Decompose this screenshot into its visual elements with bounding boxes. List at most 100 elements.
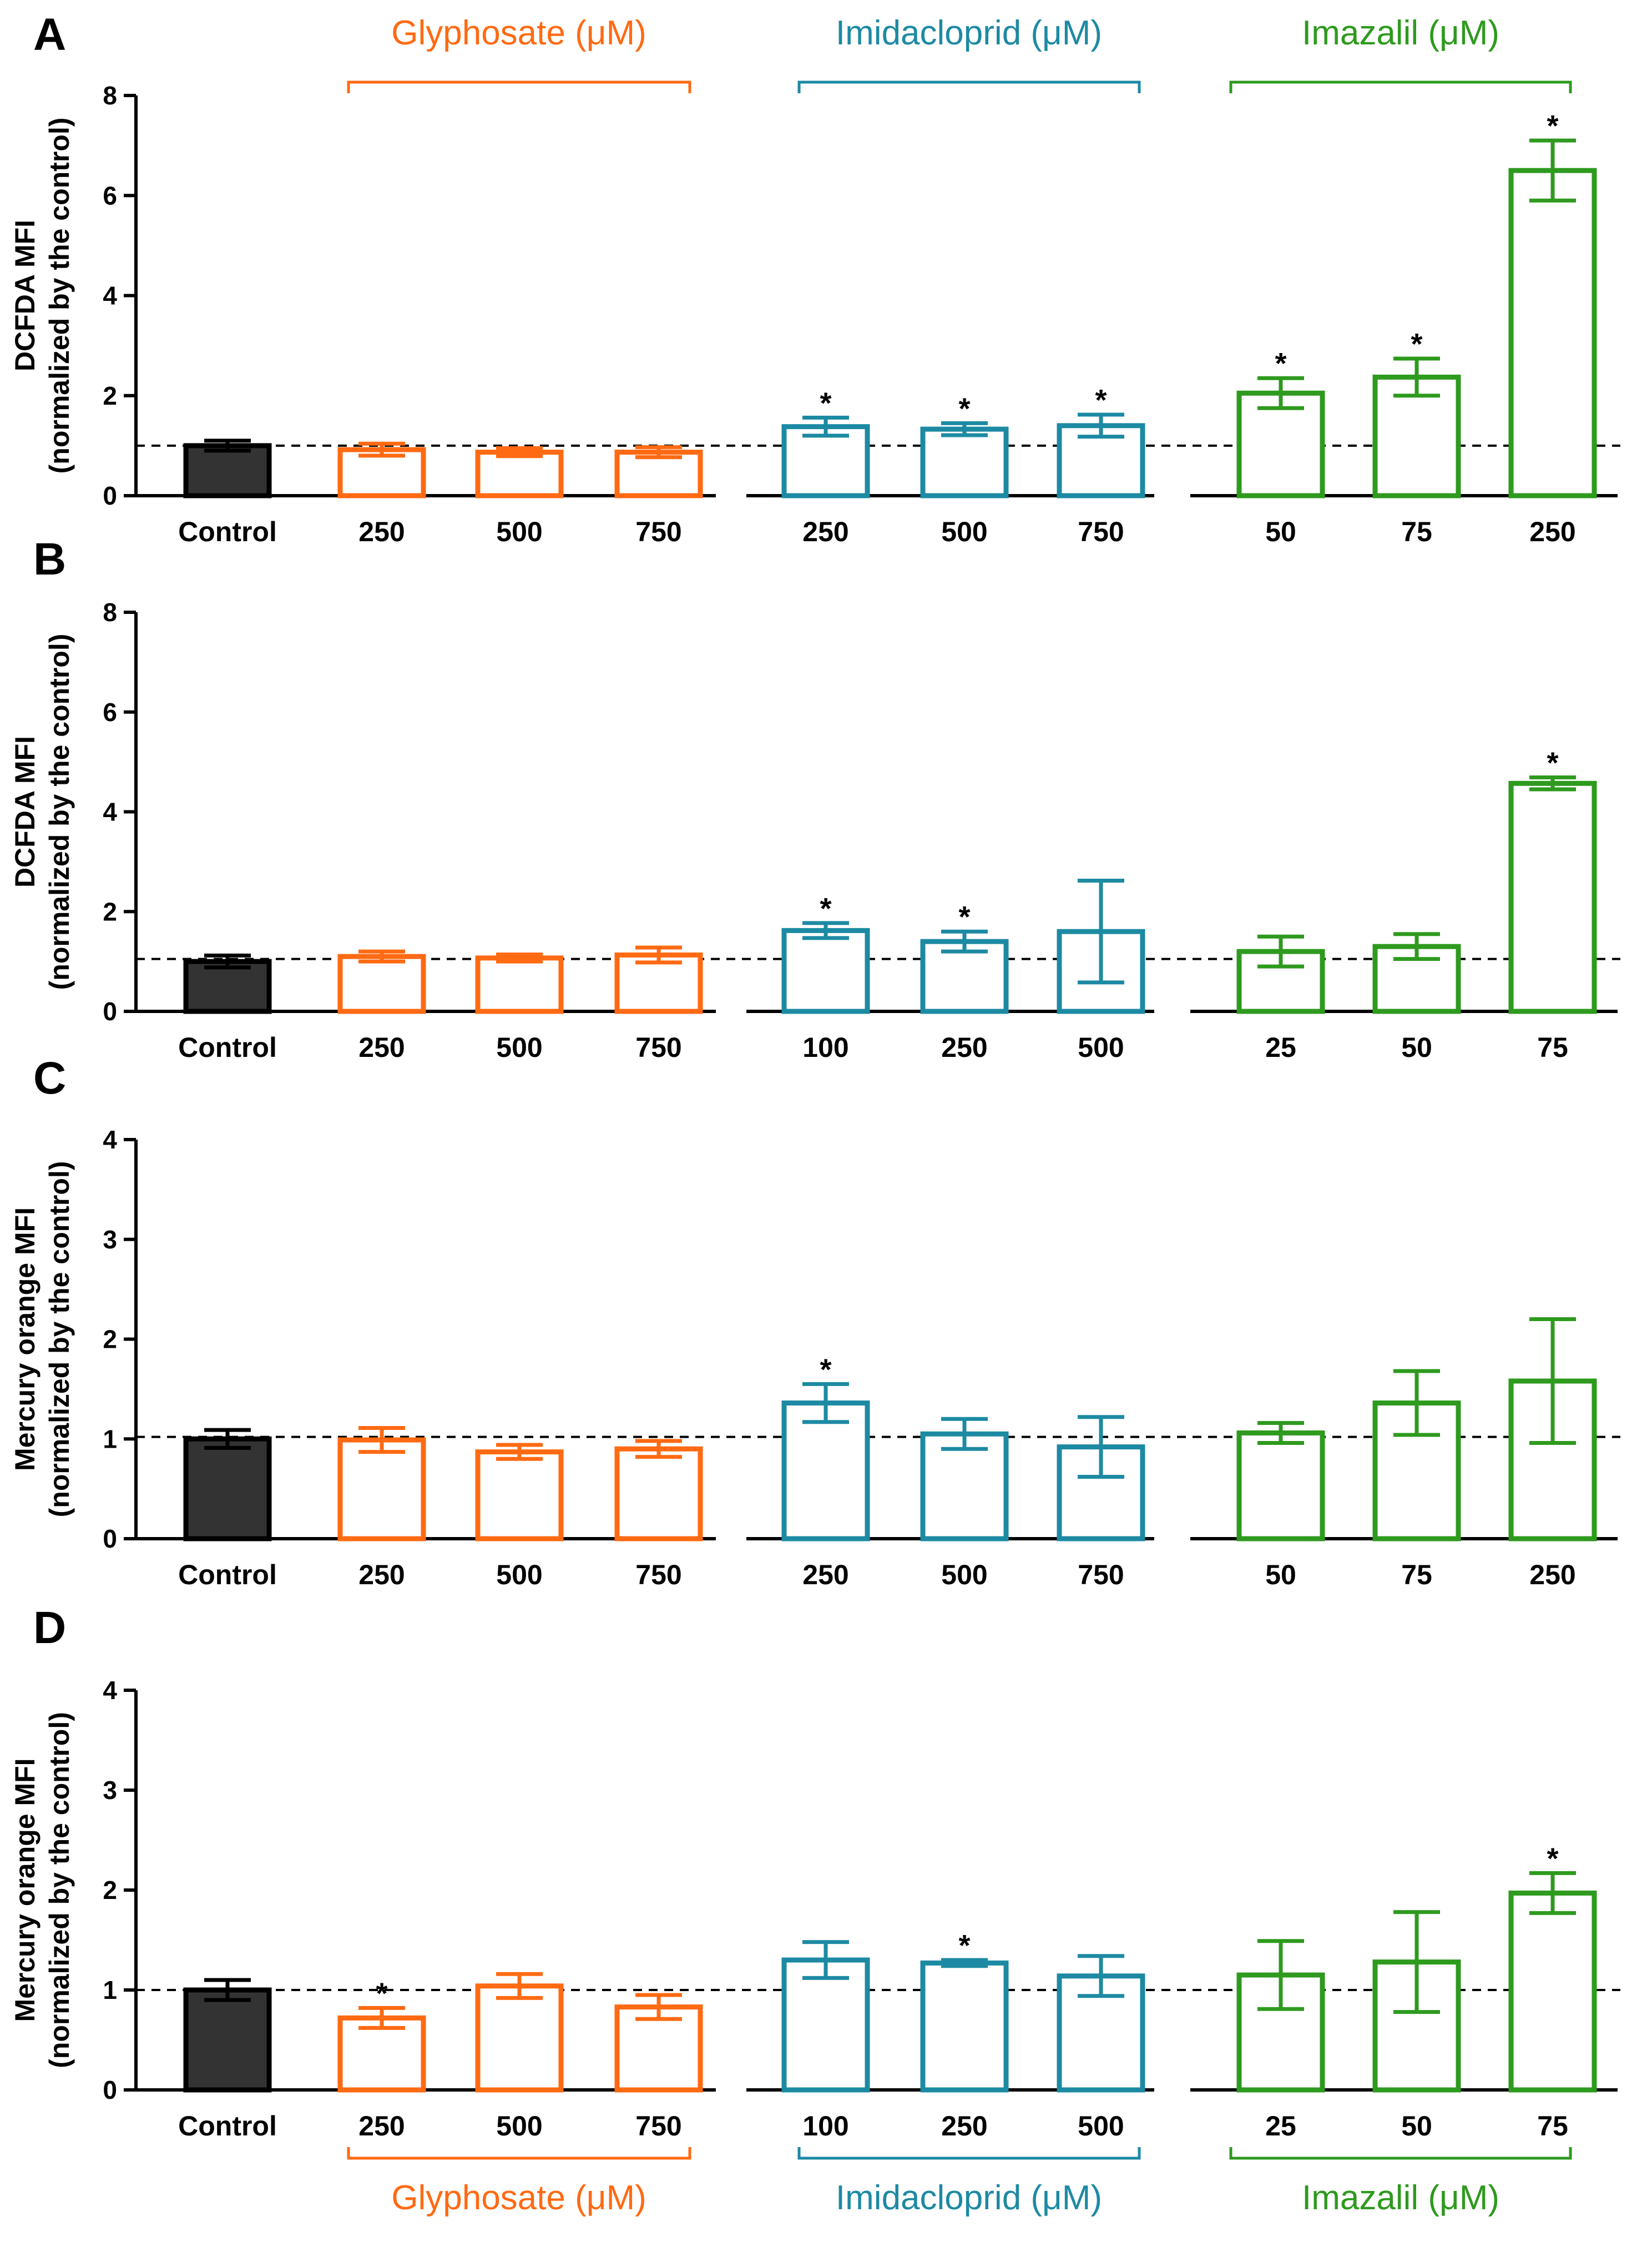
- group-bracket-imidacloprid: [797, 80, 1141, 93]
- y-tick-label: 4: [103, 1676, 117, 1705]
- bar: [183, 1987, 272, 2093]
- x-tick-label: Control: [178, 516, 277, 547]
- y-tick-label: 2: [103, 381, 117, 410]
- significance-star: *: [1547, 1842, 1558, 1875]
- bar: [475, 450, 564, 498]
- x-tick-label: 500: [941, 1559, 987, 1590]
- y-tick-label: 1: [103, 1424, 117, 1453]
- significance-star: *: [958, 392, 970, 425]
- bar: [183, 443, 272, 498]
- x-tick-label: 50: [1401, 1032, 1432, 1063]
- chart-panels: A 0 2 4 6 8 DCFDA MFI (normalized by the contro…: [9, 9, 1620, 2142]
- group-title-imazalil: Imazalil (μM): [1302, 2179, 1499, 2217]
- bar: [781, 1400, 870, 1541]
- x-tick-label: 75: [1537, 1032, 1568, 1063]
- bar: [475, 1449, 564, 1541]
- y-tick-label: 3: [103, 1776, 117, 1805]
- group-bracket-glyphosate: [347, 2147, 691, 2160]
- y-tick-label: 4: [103, 798, 117, 827]
- bar: [1236, 1430, 1325, 1541]
- x-tick-label: Control: [178, 2110, 277, 2142]
- y-tick-label: 4: [103, 281, 117, 310]
- group-bracket-glyphosate: [347, 80, 691, 93]
- group-title-imidacloprid: Imidacloprid (μM): [836, 14, 1102, 52]
- significance-star: *: [958, 1929, 970, 1962]
- y-tick-label: 6: [103, 698, 117, 727]
- significance-star: *: [1095, 384, 1107, 417]
- significance-star: *: [1411, 328, 1422, 361]
- x-tick-label: 250: [802, 1559, 848, 1590]
- significance-star: *: [820, 1353, 831, 1386]
- panel-letter: A: [33, 9, 66, 60]
- y-tick-label: 6: [103, 181, 117, 210]
- x-tick-label: 250: [358, 1559, 405, 1590]
- x-tick-label: Control: [178, 1032, 277, 1063]
- significance-star: *: [820, 386, 831, 420]
- x-tick-label: 750: [1078, 1559, 1124, 1590]
- bar: [337, 2015, 426, 2093]
- x-tick-label: 75: [1401, 1559, 1432, 1590]
- y-tick-label: 0: [103, 997, 117, 1026]
- x-tick-label: 500: [496, 2110, 542, 2142]
- significance-star: *: [1275, 347, 1286, 380]
- x-tick-label: 250: [358, 1032, 405, 1063]
- x-tick-label: 250: [1529, 516, 1575, 547]
- bar: [781, 1957, 870, 2093]
- panel-a: A 0 2 4 6 8 DCFDA MFI (normalized by the contro…: [9, 9, 1620, 547]
- x-tick-label: 500: [1078, 1032, 1124, 1063]
- significance-star: *: [958, 900, 970, 934]
- top-group-titles: Glyphosate (μM) Imidacloprid (μM) Imazalil…: [347, 14, 1572, 93]
- group-title-glyphosate: Glyphosate (μM): [391, 14, 646, 52]
- significance-star: *: [376, 1977, 387, 2010]
- x-tick-label: 50: [1265, 1559, 1296, 1590]
- x-tick-label: Control: [178, 1559, 277, 1590]
- y-tick-label: 0: [103, 1524, 117, 1553]
- y-axis-label: Mercury orange MFI (normalized by the con…: [9, 1161, 75, 1518]
- panel-letter: B: [33, 534, 66, 585]
- panel-c: C 0 1 2 3 4 Mercury orange MFI (normalized by t…: [9, 1053, 1620, 1590]
- y-tick-label: 3: [103, 1225, 117, 1254]
- bar: [614, 952, 703, 1014]
- y-axis-label: DCFDA MFI (normalized by the control): [9, 634, 75, 990]
- x-tick-label: 500: [1078, 2110, 1124, 2142]
- group-title-glyphosate: Glyphosate (μM): [391, 2179, 646, 2217]
- significance-star: *: [1547, 109, 1558, 143]
- x-tick-label: 25: [1265, 2110, 1296, 2142]
- bar: [337, 954, 426, 1014]
- x-tick-label: 750: [635, 1559, 681, 1590]
- y-tick-label: 2: [103, 1325, 117, 1354]
- y-tick-label: 0: [103, 2075, 117, 2104]
- y-tick-label: 8: [103, 598, 117, 627]
- x-tick-label: 250: [941, 2110, 987, 2142]
- y-tick-label: 2: [103, 897, 117, 926]
- bar: [920, 1960, 1009, 2093]
- x-tick-label: 50: [1401, 2110, 1432, 2142]
- x-tick-label: 100: [802, 1032, 848, 1063]
- x-tick-label: 25: [1265, 1032, 1296, 1063]
- group-bracket-imazalil: [1229, 2147, 1572, 2160]
- bar: [337, 1437, 426, 1541]
- y-tick-label: 1: [103, 1976, 117, 2004]
- bottom-group-titles: Glyphosate (μM) Imidacloprid (μM) Imazalil…: [347, 2147, 1572, 2217]
- panel-d: D 0 1 2 3 4 Mercury orange MFI (normalized by t…: [9, 1603, 1620, 2142]
- panel-b: B 0 2 4 6 8 DCFDA MFI (normalized by the contro…: [9, 534, 1620, 1063]
- group-bracket-imidacloprid: [797, 2147, 1141, 2160]
- bar: [183, 1436, 272, 1541]
- panel-letter: D: [33, 1603, 66, 1653]
- x-tick-label: 750: [1078, 516, 1124, 547]
- x-tick-label: 75: [1401, 516, 1432, 547]
- x-tick-label: 500: [496, 516, 542, 547]
- bar: [781, 928, 870, 1014]
- x-tick-label: 750: [635, 516, 681, 547]
- significance-star: *: [820, 892, 831, 925]
- bar: [1508, 780, 1597, 1014]
- y-tick-label: 2: [103, 1876, 117, 1905]
- bar: [614, 1446, 703, 1541]
- bar: [1236, 390, 1325, 498]
- x-tick-label: 500: [941, 516, 987, 547]
- x-tick-label: 250: [802, 516, 848, 547]
- x-tick-label: 750: [635, 2110, 681, 2142]
- group-bracket-imazalil: [1229, 80, 1572, 93]
- x-tick-label: 75: [1537, 2110, 1568, 2142]
